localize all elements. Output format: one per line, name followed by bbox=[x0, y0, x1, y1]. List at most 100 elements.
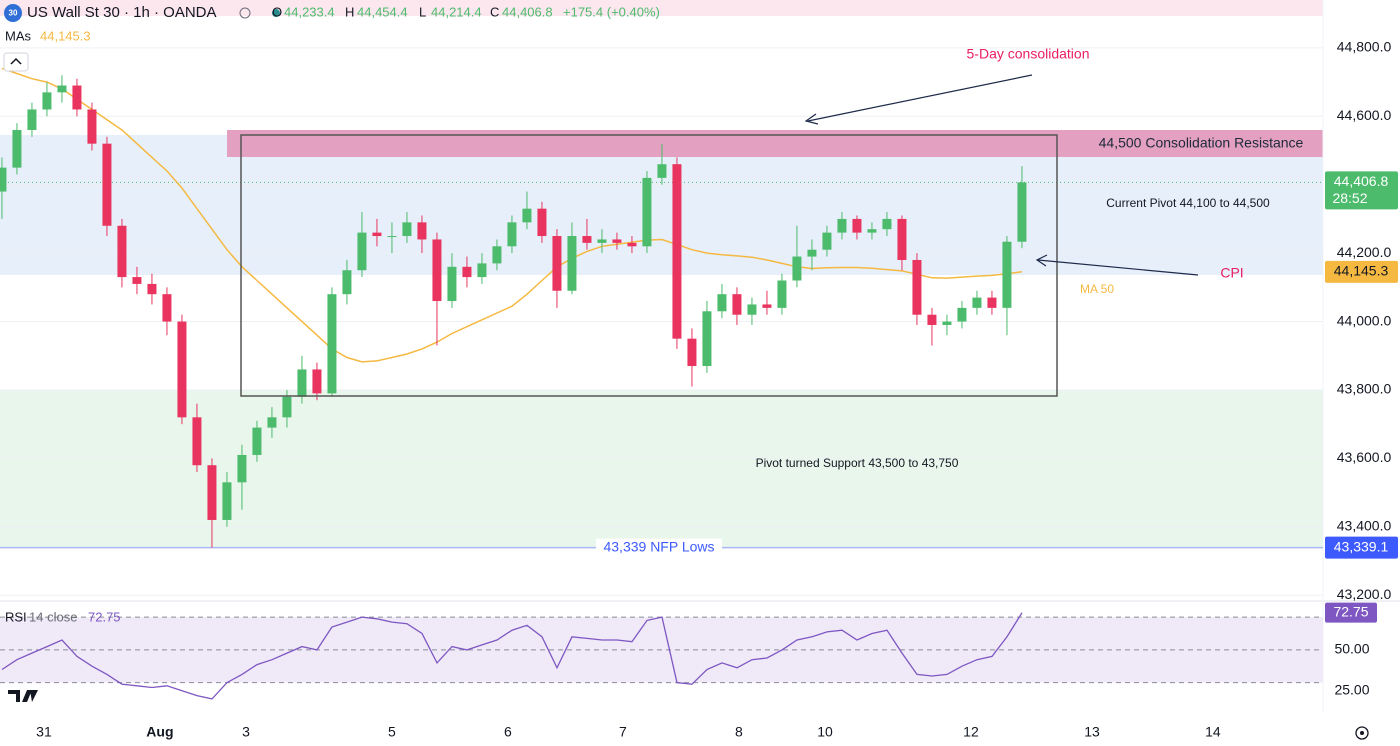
y-tick-label: 44,000.0 bbox=[1337, 312, 1392, 328]
candle-body bbox=[597, 239, 607, 243]
candle-body bbox=[312, 369, 322, 394]
ohlc-key: H bbox=[345, 4, 354, 19]
icon[interactable] bbox=[239, 7, 251, 19]
y-tick-label: 44,200.0 bbox=[1337, 244, 1392, 260]
candle-body bbox=[102, 143, 112, 226]
status-dot bbox=[272, 9, 280, 17]
candle-body bbox=[0, 167, 7, 192]
ohlc-value: 44,406.8 bbox=[502, 4, 553, 19]
ma-value: 44,145.3 bbox=[40, 28, 91, 43]
ohlc-value: 44,214.4 bbox=[431, 4, 482, 19]
chart-title: US Wall St 30 · 1h · OANDA bbox=[27, 4, 217, 21]
rsi-params: 14 close bbox=[29, 609, 77, 624]
candle-body bbox=[702, 311, 712, 367]
candle-body bbox=[462, 266, 472, 278]
candle-body bbox=[192, 417, 202, 466]
candle-body bbox=[837, 218, 847, 233]
candle-body bbox=[432, 239, 442, 302]
candle-body bbox=[912, 259, 922, 315]
candle-body bbox=[657, 164, 667, 178]
candle-body bbox=[942, 321, 952, 325]
candle-body bbox=[582, 236, 592, 243]
price-tag bbox=[1325, 260, 1398, 283]
annotation: 5-Day consolidation bbox=[967, 46, 1090, 62]
candle-body bbox=[777, 280, 787, 308]
candle-body bbox=[297, 369, 307, 397]
candle-body bbox=[42, 92, 52, 110]
candle-body bbox=[687, 338, 697, 367]
settings-icon[interactable] bbox=[1355, 726, 1369, 740]
grid-layer bbox=[0, 47, 1323, 684]
logo bbox=[8, 690, 38, 702]
candle-body bbox=[867, 229, 877, 233]
candle-body bbox=[477, 263, 487, 278]
candle-body bbox=[642, 177, 652, 247]
candle-body bbox=[897, 218, 907, 260]
y-tick-label: 43,200.0 bbox=[1337, 586, 1392, 602]
candle-body bbox=[252, 427, 262, 455]
candle-body bbox=[612, 239, 622, 243]
candle-body bbox=[747, 304, 757, 315]
ohlc-value: 44,454.4 bbox=[357, 4, 408, 19]
candle-body bbox=[72, 85, 82, 110]
candle-body bbox=[717, 294, 727, 312]
label-bg bbox=[596, 538, 722, 557]
ohlc-key: L bbox=[419, 4, 426, 19]
ma-name: MAs bbox=[5, 28, 32, 43]
x-tick-label: 6 bbox=[504, 724, 512, 740]
candle-body bbox=[792, 256, 802, 281]
y-tick-label: 44,800.0 bbox=[1337, 39, 1392, 55]
arrow-head bbox=[1035, 254, 1048, 267]
candle-body bbox=[672, 164, 682, 339]
y-tick-label: 43,600.0 bbox=[1337, 449, 1392, 465]
candle-body bbox=[162, 294, 172, 322]
candle-body bbox=[87, 109, 97, 144]
candle-body bbox=[267, 417, 277, 428]
annotation: CPI bbox=[1220, 265, 1243, 281]
annotation: MA 50 bbox=[1080, 282, 1114, 296]
x-tick-label: 5 bbox=[388, 724, 396, 740]
symbol-badge bbox=[4, 4, 22, 22]
data-layer bbox=[0, 67, 1323, 700]
candle-body bbox=[627, 242, 637, 247]
candle-body bbox=[417, 222, 427, 240]
price-tag bbox=[1325, 536, 1398, 559]
y-tick-label: 43,800.0 bbox=[1337, 381, 1392, 397]
x-tick-label: 13 bbox=[1084, 724, 1100, 740]
header-layer: 30 US Wall St 30 · 1h · OANDA MAs 44,145… bbox=[3, 4, 1398, 740]
candle-body bbox=[12, 129, 22, 168]
collapse-button[interactable] bbox=[3, 52, 29, 72]
x-tick-label: 12 bbox=[963, 724, 979, 740]
candle-body bbox=[207, 465, 217, 520]
candle-body bbox=[327, 294, 337, 394]
candle-body bbox=[27, 109, 37, 130]
x-tick-label: 3 bbox=[242, 724, 250, 740]
candle-body bbox=[237, 454, 247, 483]
y-tick-label: 43,400.0 bbox=[1337, 517, 1392, 533]
header-strip bbox=[0, 0, 1323, 16]
candle-body bbox=[762, 304, 772, 308]
x-tick-label: 31 bbox=[36, 724, 52, 740]
y-tick-label: 44,600.0 bbox=[1337, 107, 1392, 123]
rsi-tick-label: 25.00 bbox=[1334, 681, 1369, 697]
ohlc-key: O bbox=[272, 4, 282, 19]
candle-body bbox=[492, 246, 502, 264]
rsi-tag bbox=[1325, 602, 1377, 623]
rsi-tag-label: 72.75 bbox=[1333, 603, 1368, 619]
ma-line bbox=[1, 67, 1023, 363]
candle-body bbox=[117, 225, 127, 278]
price-tag-label: 44,406.8 bbox=[1334, 173, 1389, 189]
candle-body bbox=[57, 85, 67, 93]
candle-body bbox=[282, 396, 292, 418]
x-tick-label: Aug bbox=[146, 724, 173, 740]
candle-body bbox=[147, 283, 157, 295]
x-tick-label: 10 bbox=[817, 724, 833, 740]
annotation: Pivot turned Support 43,500 to 43,750 bbox=[756, 456, 959, 470]
candle-body bbox=[927, 314, 937, 325]
collapse-icon bbox=[10, 57, 22, 65]
candle-body bbox=[372, 232, 382, 237]
candle-body bbox=[357, 232, 367, 271]
ohlc-value: 44,233.4 bbox=[284, 4, 335, 19]
annotation: 44,500 Consolidation Resistance bbox=[1099, 135, 1304, 151]
